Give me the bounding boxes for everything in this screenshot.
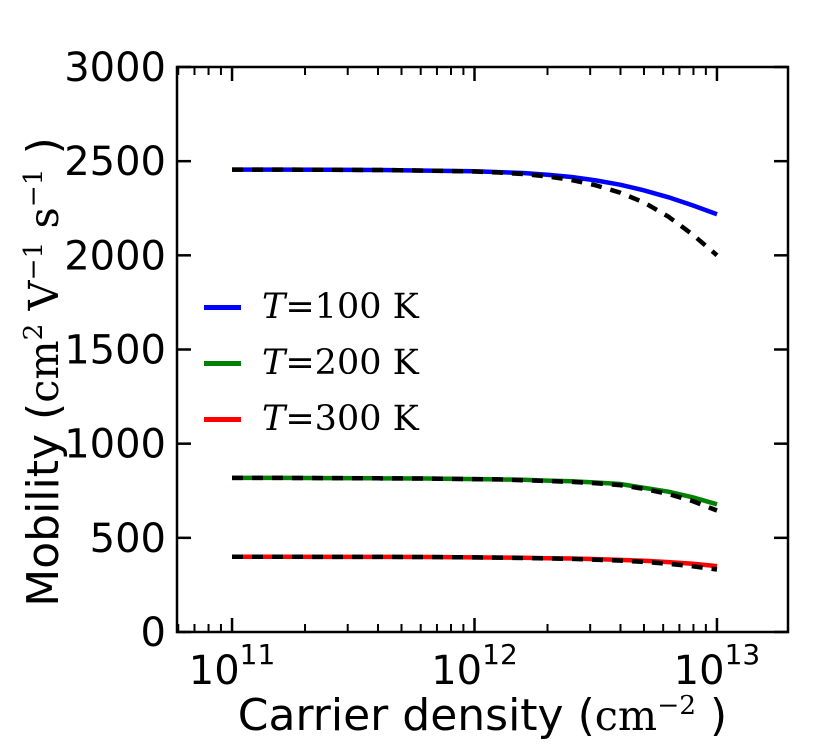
curve-t-100-k	[232, 167, 718, 217]
legend-entry-t300: T=300 K	[204, 391, 419, 447]
legend-line-sample-green	[204, 360, 241, 366]
legend-label: T=100 K	[262, 286, 419, 327]
x-axis-label: Carrier density (cm−2 )	[237, 689, 728, 741]
x-tick-label: 1012	[431, 638, 518, 694]
y-tick-label: 2000	[64, 233, 166, 279]
legend-label: T=300 K	[262, 398, 419, 439]
y-axis-label: Mobility (cm2 V−1 s−1 )	[17, 137, 69, 607]
curve-t-200-k-dashed-fit	[232, 475, 718, 513]
legend-entry-t100: T=100 K	[204, 279, 419, 335]
y-tick-label: 1000	[64, 422, 166, 468]
axes-frame	[175, 65, 790, 634]
legend-line-sample-red	[204, 416, 241, 422]
legend-line-sample-blue	[204, 304, 241, 310]
y-tick-label: 1500	[64, 328, 166, 374]
x-tick-label: 1013	[674, 638, 761, 694]
curve-t-100-k-dashed-fit	[232, 167, 719, 258]
legend: T=100 K T=200 K T=300 K	[204, 279, 419, 447]
y-tick-label: 0	[141, 610, 166, 656]
y-tick-label: 3000	[64, 45, 166, 91]
curve-t-300-k-dashed-fit	[232, 554, 718, 572]
legend-label: T=200 K	[262, 342, 419, 383]
y-tick-label: 500	[90, 516, 166, 562]
x-tick-label: 1011	[189, 638, 276, 694]
y-tick-label: 2500	[64, 139, 166, 185]
curve-t-200-k	[232, 475, 718, 507]
legend-entry-t200: T=200 K	[204, 335, 419, 391]
